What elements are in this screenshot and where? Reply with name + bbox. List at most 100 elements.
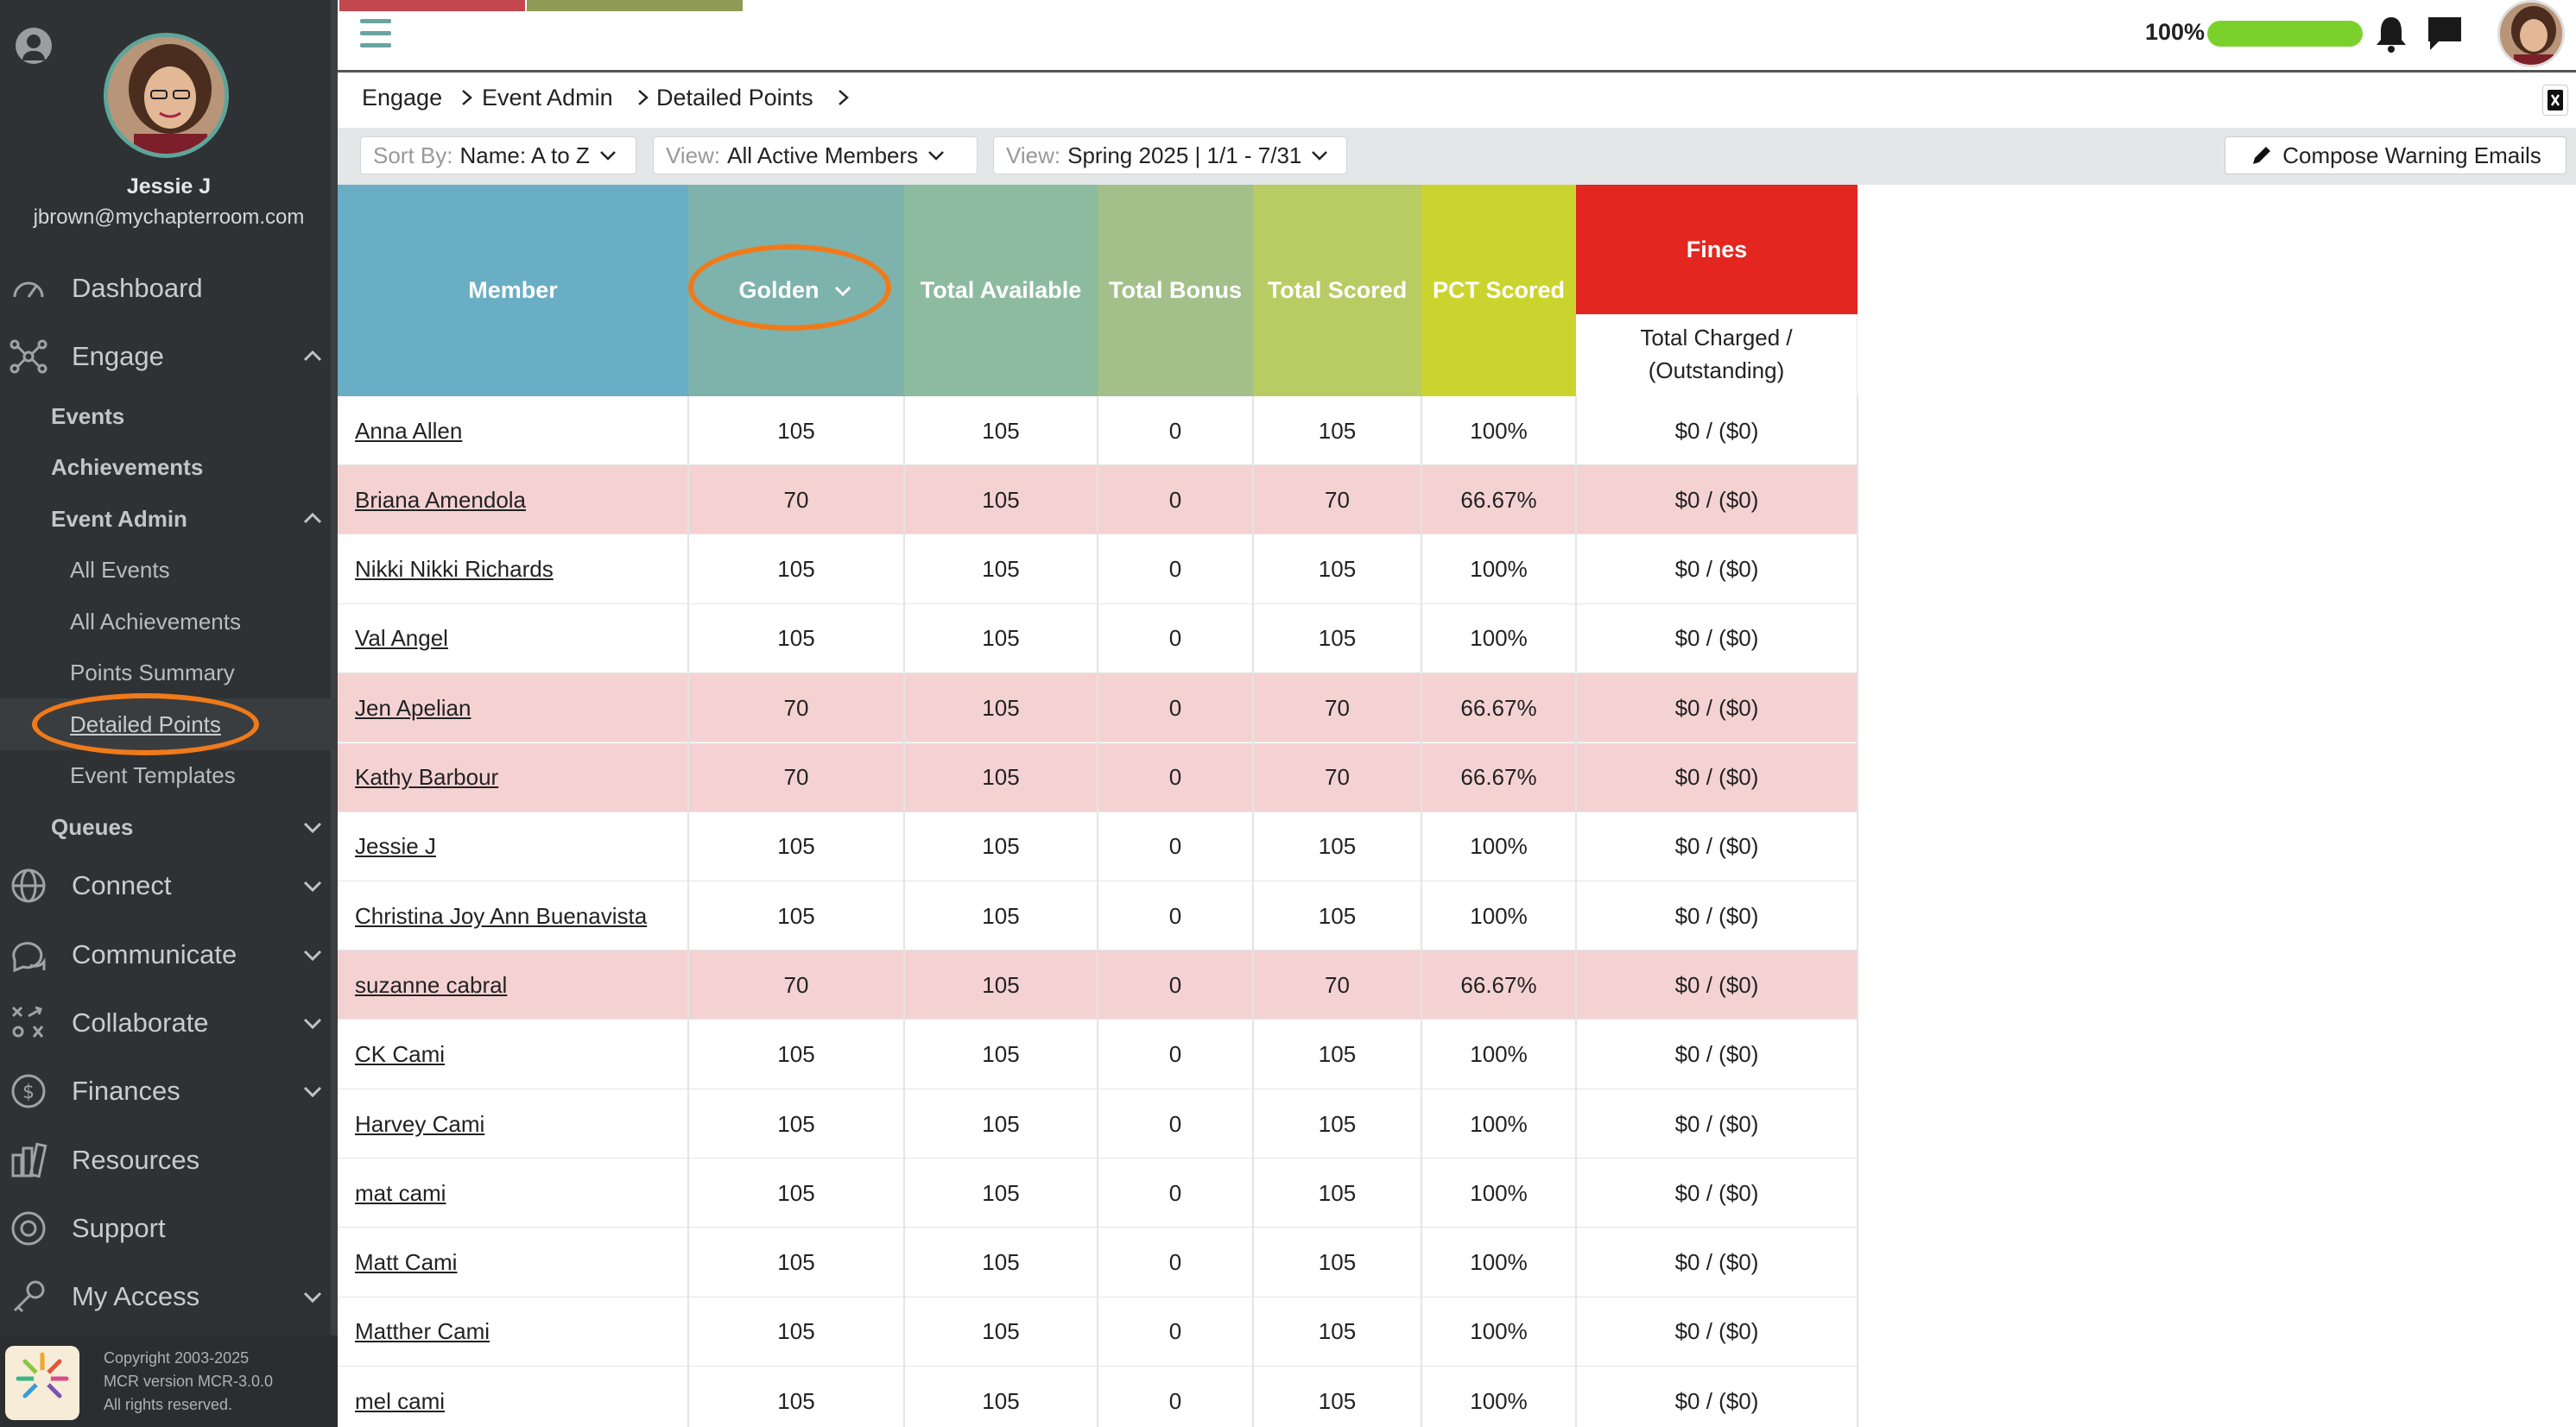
column-header-total-bonus[interactable]: Total Bonus <box>1098 185 1253 396</box>
member-view-value: All Active Members <box>727 142 919 168</box>
member-name-link[interactable]: Matther Cami <box>355 1318 491 1345</box>
chevron-down-icon[interactable] <box>300 1078 326 1104</box>
compose-warning-emails-button[interactable]: Compose Warning Emails <box>2225 136 2567 174</box>
nav-connect-label: Connect <box>72 870 172 900</box>
message-icon[interactable] <box>2423 12 2466 55</box>
chevron-down-icon[interactable] <box>300 1284 326 1310</box>
excel-icon <box>2548 90 2563 110</box>
member-name-link[interactable]: Jen Apelian <box>355 694 472 721</box>
total-scored-cell: 105 <box>1318 1387 1357 1414</box>
user-name: Jessie J <box>126 174 212 199</box>
nav-queues[interactable]: Queues <box>0 801 338 853</box>
total-bonus-cell: 0 <box>1168 1249 1182 1276</box>
total-available-cell: 105 <box>982 833 1020 860</box>
nav-all-events[interactable]: All Events <box>0 544 338 596</box>
breadcrumb-event-admin[interactable]: Event Admin <box>482 85 613 110</box>
nav-event-templates[interactable]: Event Templates <box>0 749 338 801</box>
table-row[interactable]: Val Angel 105 105 0 105 100% $0 / ($0) <box>338 604 1858 673</box>
total-available-cell: 105 <box>982 1110 1020 1137</box>
column-header-member[interactable]: Member <box>338 185 688 396</box>
pct-scored-cell: 100% <box>1470 1179 1528 1206</box>
sidebar-avatar[interactable] <box>104 33 229 158</box>
chevron-down-icon[interactable] <box>300 942 326 968</box>
column-header-total-available[interactable]: Total Available <box>904 185 1098 396</box>
bell-icon[interactable] <box>2370 12 2413 55</box>
total-scored-cell: 105 <box>1318 1179 1357 1206</box>
header-avatar[interactable] <box>2497 0 2565 67</box>
period-view-select[interactable]: View: Spring 2025 | 1/1 - 7/31 <box>993 136 1347 174</box>
account-icon[interactable] <box>16 28 52 64</box>
nav-engage[interactable]: Engage <box>0 331 338 382</box>
breadcrumb-detailed-points[interactable]: Detailed Points <box>656 85 813 110</box>
column-header-total-scored[interactable]: Total Scored <box>1253 185 1421 396</box>
nav-finances[interactable]: $ Finances <box>0 1065 338 1117</box>
golden-points-cell: 105 <box>777 556 815 583</box>
total-scored-cell: 105 <box>1318 1110 1357 1137</box>
nav-connect[interactable]: Connect <box>0 860 338 912</box>
export-excel-button[interactable] <box>2542 85 2568 116</box>
hamburger-menu-icon[interactable] <box>360 19 391 48</box>
golden-points-cell: 70 <box>783 486 809 513</box>
engage-icon <box>9 337 48 376</box>
svg-text:$: $ <box>22 1082 35 1103</box>
table-row[interactable]: Matther Cami 105 105 0 105 100% $0 / ($0) <box>338 1298 1858 1367</box>
column-header-pct-scored[interactable]: PCT Scored <box>1421 185 1576 396</box>
total-bonus-cell: 0 <box>1168 1041 1182 1068</box>
nav-all-achievements[interactable]: All Achievements <box>0 596 338 647</box>
breadcrumb-engage[interactable]: Engage <box>362 85 443 110</box>
nav-achievements-label: Achievements <box>51 453 204 480</box>
total-bonus-cell: 0 <box>1168 764 1182 790</box>
nav-collaborate[interactable]: Collaborate <box>0 997 338 1049</box>
member-name-link[interactable]: Harvey Cami <box>355 1110 485 1137</box>
chevron-up-icon[interactable] <box>300 344 326 369</box>
chevron-down-icon[interactable] <box>300 1010 326 1036</box>
nav-dashboard[interactable]: Dashboard <box>0 262 338 314</box>
golden-header-highlight-oval <box>688 244 891 331</box>
nav-event-admin[interactable]: Event Admin <box>0 493 338 545</box>
member-view-select[interactable]: View: All Active Members <box>653 136 978 174</box>
fines-cell: $0 / ($0) <box>1674 694 1759 721</box>
sort-by-select[interactable]: Sort By: Name: A to Z <box>360 136 636 174</box>
nav-my-access[interactable]: My Access <box>0 1271 338 1323</box>
member-name-link[interactable]: Kathy Barbour <box>355 764 499 790</box>
nav-engage-label: Engage <box>72 341 164 371</box>
member-name-link[interactable]: mel cami <box>355 1387 446 1414</box>
member-name-link[interactable]: Nikki Nikki Richards <box>355 556 554 583</box>
fines-cell: $0 / ($0) <box>1674 1318 1759 1345</box>
total-scored-cell: 105 <box>1318 1249 1357 1276</box>
nav-collaborate-label: Collaborate <box>72 1007 209 1038</box>
member-name-link[interactable]: Val Angel <box>355 625 448 652</box>
pct-scored-cell: 100% <box>1470 1249 1528 1276</box>
avatar-portrait-icon <box>2500 3 2562 65</box>
pct-scored-cell: 100% <box>1470 1110 1528 1137</box>
member-name-link[interactable]: Jessie J <box>355 833 436 860</box>
column-header-fines[interactable]: Fines <box>1576 185 1858 314</box>
member-name-link[interactable]: mat cami <box>355 1179 446 1206</box>
nav-finances-label: Finances <box>72 1076 180 1106</box>
member-name-link[interactable]: Briana Amendola <box>355 486 527 513</box>
member-name-link[interactable]: CK Cami <box>355 1041 446 1068</box>
member-name-link[interactable]: Anna Allen <box>355 417 463 444</box>
table-row[interactable]: Anna Allen 105 105 0 105 100% $0 / ($0) <box>338 396 1858 465</box>
table-row[interactable]: mel cami 105 105 0 105 100% $0 / ($0) <box>338 1367 1858 1427</box>
chat-bubbles-icon <box>9 935 48 975</box>
nav-resources[interactable]: Resources <box>0 1134 338 1186</box>
dashboard-icon <box>9 268 48 308</box>
member-name-link[interactable]: suzanne cabral <box>355 971 508 998</box>
fines-cell: $0 / ($0) <box>1674 833 1759 860</box>
member-name-link[interactable]: Matt Cami <box>355 1249 458 1276</box>
column-divider <box>1097 396 1098 1427</box>
nav-events[interactable]: Events <box>0 390 338 442</box>
chevron-up-icon[interactable] <box>300 506 326 532</box>
nav-points-summary-label: Points Summary <box>70 659 235 685</box>
chevron-down-icon[interactable] <box>300 814 326 840</box>
nav-achievements[interactable]: Achievements <box>0 441 338 493</box>
chevron-down-icon[interactable] <box>300 873 326 899</box>
nav-communicate[interactable]: Communicate <box>0 929 338 981</box>
nav-points-summary[interactable]: Points Summary <box>0 647 338 698</box>
fines-cell: $0 / ($0) <box>1674 556 1759 583</box>
nav-support[interactable]: Support <box>0 1203 338 1254</box>
resources-icon <box>9 1140 48 1180</box>
pct-scored-cell: 66.67% <box>1460 694 1537 721</box>
member-name-link[interactable]: Christina Joy Ann Buenavista <box>355 902 648 929</box>
